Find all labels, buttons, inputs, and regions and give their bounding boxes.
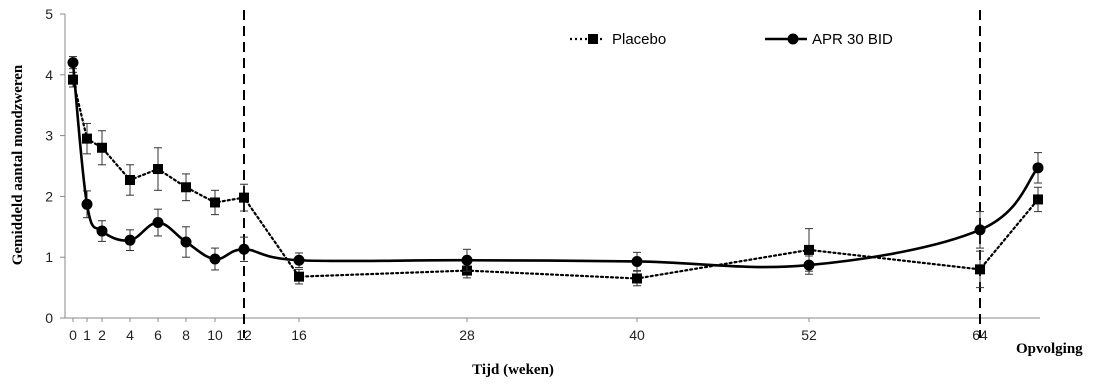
legend-label: APR 30 BID — [812, 31, 893, 48]
x-tick-label: 40 — [629, 327, 645, 343]
series-apr — [67, 56, 1044, 275]
data-point-square — [1033, 194, 1043, 205]
data-point-circle — [238, 243, 250, 255]
x-tick-label: 0 — [69, 327, 77, 343]
x-tick-label: Opvolging — [1016, 341, 1083, 357]
series-line — [71, 61, 1040, 269]
data-point-square — [97, 142, 107, 153]
data-point-square — [181, 182, 191, 193]
data-point-circle — [180, 236, 192, 248]
x-tick-label: 2 — [98, 327, 106, 343]
x-tick-label: 8 — [182, 327, 190, 343]
x-tick-label: 52 — [801, 327, 817, 343]
data-point-square — [153, 164, 163, 175]
data-point-circle — [152, 217, 164, 229]
data-point-circle — [81, 198, 93, 210]
data-point-circle — [293, 254, 305, 266]
x-tick-label: 4 — [126, 327, 134, 343]
legend: Placebo APR 30 BID — [570, 31, 893, 48]
y-tick-label: 2 — [45, 188, 53, 204]
data-point-circle — [1032, 162, 1044, 174]
legend-item: Placebo — [570, 31, 666, 48]
data-point-circle — [974, 224, 986, 236]
data-point-square — [632, 273, 642, 284]
reference-lines — [243, 10, 981, 338]
series-layer — [67, 56, 1044, 289]
y-tick-label: 4 — [45, 67, 53, 83]
data-point-square — [210, 197, 220, 208]
legend-item: APR 30 BID — [765, 31, 893, 48]
x-tick-label: 28 — [459, 327, 475, 343]
data-point-circle — [631, 255, 643, 267]
data-point-square — [239, 192, 249, 203]
data-point-square — [82, 133, 92, 144]
data-point-circle — [67, 57, 79, 69]
axes: 01234501246810121628405264Opvolging — [45, 6, 1083, 357]
x-tick-label: 16 — [291, 327, 307, 343]
x-tick-label: 1 — [83, 327, 91, 343]
y-tick-label: 3 — [45, 128, 53, 144]
data-point-square — [125, 174, 135, 185]
x-axis-title: Tijd (weken) — [472, 362, 554, 378]
legend-label: Placebo — [612, 31, 666, 48]
x-tick-label: 6 — [154, 327, 162, 343]
data-point-circle — [209, 253, 221, 265]
series-line — [71, 78, 1040, 280]
data-point-circle — [803, 259, 815, 271]
y-axis-title: Gemiddeld aantal mondzweren — [10, 64, 26, 265]
data-point-square — [294, 271, 304, 282]
data-point-circle — [461, 254, 473, 266]
y-tick-label: 1 — [45, 249, 53, 265]
y-tick-label: 0 — [45, 310, 53, 326]
y-tick-label: 5 — [45, 6, 53, 22]
data-point-circle — [96, 225, 108, 237]
legend-marker-square — [588, 34, 598, 44]
data-point-square — [804, 244, 814, 255]
data-point-circle — [124, 234, 136, 246]
data-point-square — [975, 264, 985, 275]
legend-marker-circle — [787, 33, 799, 45]
x-tick-label: 10 — [207, 327, 223, 343]
data-point-square — [68, 74, 78, 85]
